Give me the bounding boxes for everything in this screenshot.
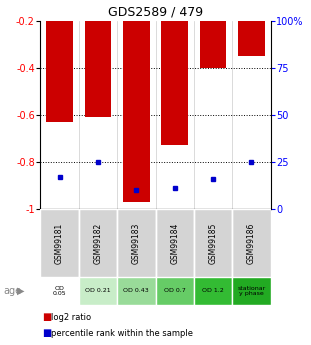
Bar bbox=[194, 277, 232, 305]
Bar bbox=[79, 209, 117, 277]
Bar bbox=[232, 277, 271, 305]
Text: ■: ■ bbox=[42, 328, 51, 338]
Bar bbox=[194, 209, 232, 277]
Bar bbox=[161, 0, 188, 146]
Text: GSM99184: GSM99184 bbox=[170, 222, 179, 264]
Bar bbox=[46, 0, 73, 122]
Text: GSM99181: GSM99181 bbox=[55, 223, 64, 264]
Text: OD 0.43: OD 0.43 bbox=[123, 288, 149, 294]
Text: stationar
y phase: stationar y phase bbox=[237, 286, 266, 296]
Text: ■: ■ bbox=[42, 312, 51, 322]
Bar bbox=[156, 277, 194, 305]
Bar bbox=[123, 0, 150, 202]
Text: age: age bbox=[3, 286, 21, 296]
Bar bbox=[238, 0, 265, 56]
Text: GSM99186: GSM99186 bbox=[247, 222, 256, 264]
Bar bbox=[117, 277, 156, 305]
Text: OD
0.05: OD 0.05 bbox=[53, 286, 67, 296]
Text: OD 1.2: OD 1.2 bbox=[202, 288, 224, 294]
Text: GSM99185: GSM99185 bbox=[209, 222, 217, 264]
Bar bbox=[40, 277, 79, 305]
Bar bbox=[79, 277, 117, 305]
Text: GSM99182: GSM99182 bbox=[94, 223, 102, 264]
Text: OD 0.7: OD 0.7 bbox=[164, 288, 186, 294]
Text: log2 ratio: log2 ratio bbox=[51, 313, 91, 322]
Text: OD 0.21: OD 0.21 bbox=[85, 288, 111, 294]
Bar bbox=[117, 209, 156, 277]
Bar bbox=[40, 209, 79, 277]
Text: ▶: ▶ bbox=[17, 286, 25, 296]
Title: GDS2589 / 479: GDS2589 / 479 bbox=[108, 5, 203, 18]
Text: percentile rank within the sample: percentile rank within the sample bbox=[51, 329, 193, 338]
Text: GSM99183: GSM99183 bbox=[132, 222, 141, 264]
Bar bbox=[232, 209, 271, 277]
Bar bbox=[200, 0, 226, 68]
Bar bbox=[156, 209, 194, 277]
Bar bbox=[85, 0, 111, 117]
